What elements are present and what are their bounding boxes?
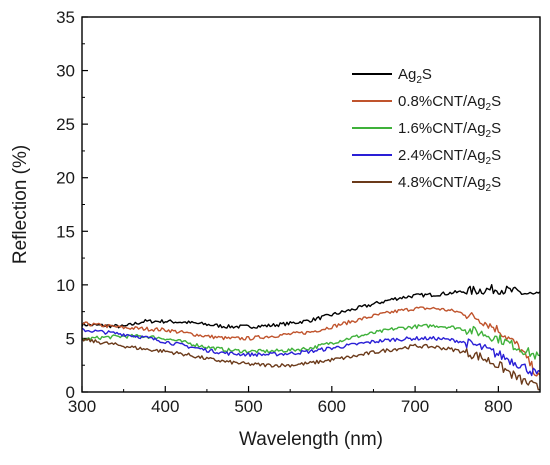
legend-label: Ag2S (398, 66, 432, 86)
series-line (81, 323, 541, 360)
series-line (81, 306, 541, 377)
x-tick-label: 500 (234, 397, 262, 416)
legend-label: 2.4%CNT/Ag2S (398, 147, 501, 167)
x-tick-label: 800 (484, 397, 512, 416)
x-tick-label: 700 (401, 397, 429, 416)
plot-layer: 300 400 500 600 700 800 0 5 10 15 20 25 30 35 (56, 8, 512, 416)
x-tick-label: 400 (151, 397, 179, 416)
legend-item: 0.8%CNT/Ag2S (352, 93, 501, 113)
y-tick-label: 15 (56, 222, 75, 241)
series-line (81, 284, 541, 329)
series-1 (81, 306, 541, 380)
series-4 (81, 337, 541, 391)
legend-label: 4.8%CNT/Ag2S (398, 174, 501, 194)
y-tick-label: 0 (66, 383, 75, 402)
y-tick-label: 20 (56, 169, 75, 188)
x-tick-label: 600 (318, 397, 346, 416)
series-0 (81, 284, 541, 329)
x-tick-label: 300 (68, 397, 96, 416)
y-tick-label: 10 (56, 276, 75, 295)
legend: Ag2S 0.8%CNT/Ag2S 1.6%CNT/Ag2S 2.4%CNT/Ag2S… (352, 66, 501, 194)
legend-label: 1.6%CNT/Ag2S (398, 120, 501, 140)
y-tick-label: 35 (56, 8, 75, 27)
y-tick-label: 30 (56, 62, 75, 81)
plot-frame (81, 16, 541, 393)
series-line (81, 337, 541, 391)
legend-item: 4.8%CNT/Ag2S (352, 174, 501, 194)
legend-item: 1.6%CNT/Ag2S (352, 120, 501, 140)
y-axis-title: Reflection (%) (10, 145, 31, 264)
x-axis-title: Wavelength (nm) (239, 429, 383, 450)
series-layer (81, 284, 541, 391)
legend-label: 0.8%CNT/Ag2S (398, 93, 501, 113)
y-tick-label: 5 (66, 329, 75, 348)
y-tick-label: 25 (56, 115, 75, 134)
series-line (81, 327, 541, 377)
legend-item: 2.4%CNT/Ag2S (352, 147, 501, 167)
legend-item: Ag2S (352, 66, 432, 86)
series-3 (81, 327, 541, 377)
